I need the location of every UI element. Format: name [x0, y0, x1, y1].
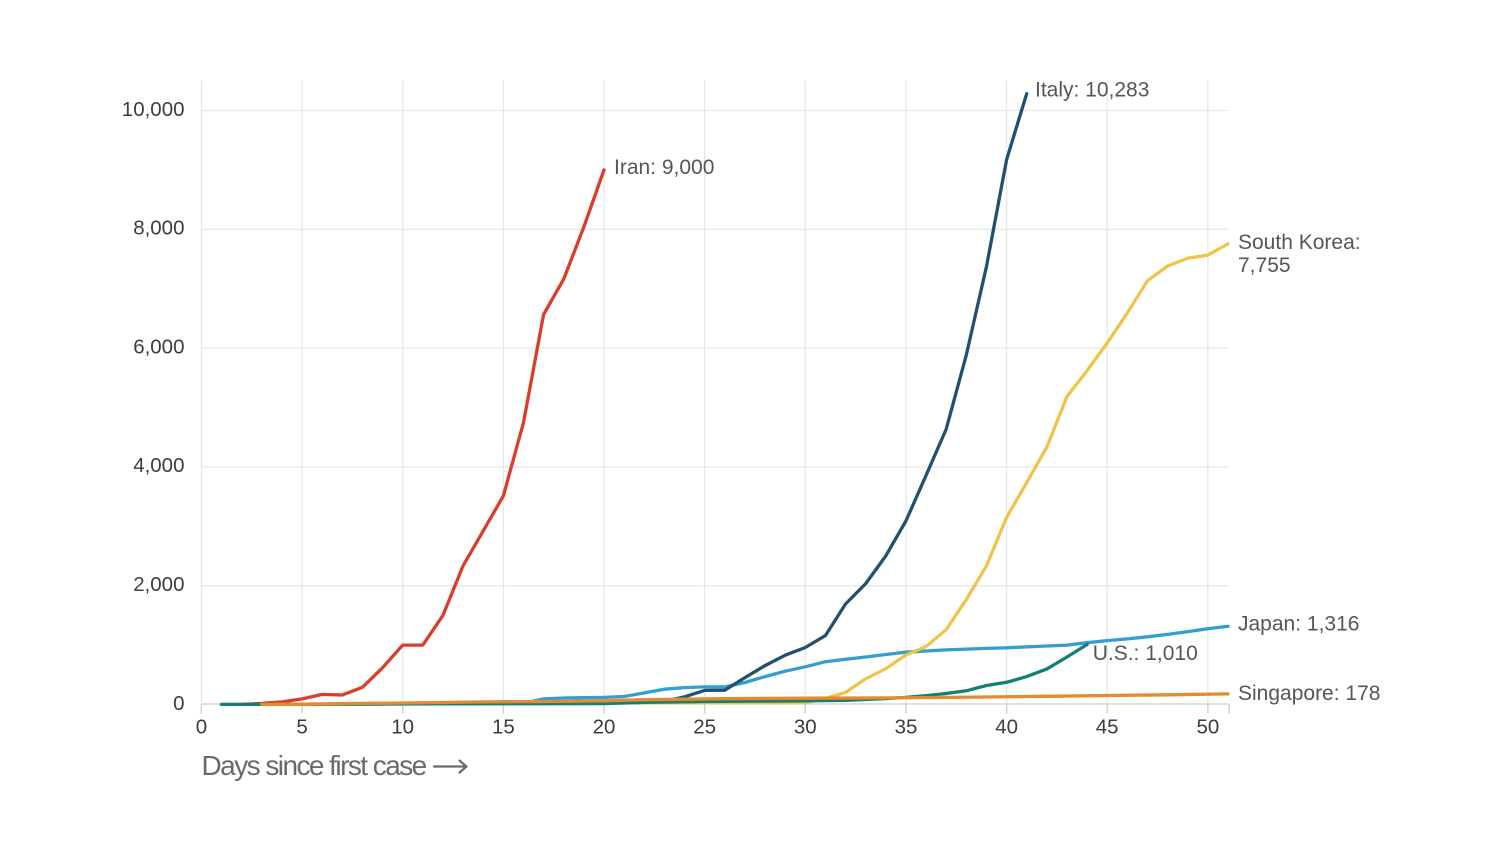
- svg-text:10,000: 10,000: [122, 98, 185, 121]
- svg-text:20: 20: [593, 716, 616, 739]
- svg-text:7,755: 7,755: [1238, 254, 1291, 277]
- svg-text:Singapore: 178: Singapore: 178: [1238, 682, 1380, 705]
- svg-text:0: 0: [173, 692, 184, 715]
- svg-text:Iran: 9,000: Iran: 9,000: [614, 156, 714, 179]
- svg-text:8,000: 8,000: [133, 217, 184, 240]
- svg-text:10: 10: [391, 716, 414, 739]
- svg-text:45: 45: [1096, 716, 1119, 739]
- svg-text:6,000: 6,000: [133, 335, 184, 358]
- svg-text:Italy: 10,283: Italy: 10,283: [1035, 79, 1149, 102]
- svg-text:South Korea:: South Korea:: [1238, 231, 1361, 254]
- svg-text:30: 30: [794, 716, 817, 739]
- svg-text:5: 5: [296, 716, 307, 739]
- svg-text:Japan: 1,316: Japan: 1,316: [1238, 613, 1359, 636]
- svg-text:U.S.: 1,010: U.S.: 1,010: [1093, 642, 1198, 665]
- svg-text:2,000: 2,000: [133, 573, 184, 596]
- svg-text:25: 25: [693, 716, 716, 739]
- svg-text:0: 0: [196, 716, 207, 739]
- svg-text:40: 40: [995, 716, 1018, 739]
- svg-text:50: 50: [1196, 716, 1219, 739]
- svg-text:15: 15: [492, 716, 515, 739]
- svg-text:Days since first case: Days since first case: [202, 750, 427, 781]
- svg-text:35: 35: [895, 716, 918, 739]
- svg-text:4,000: 4,000: [133, 454, 184, 477]
